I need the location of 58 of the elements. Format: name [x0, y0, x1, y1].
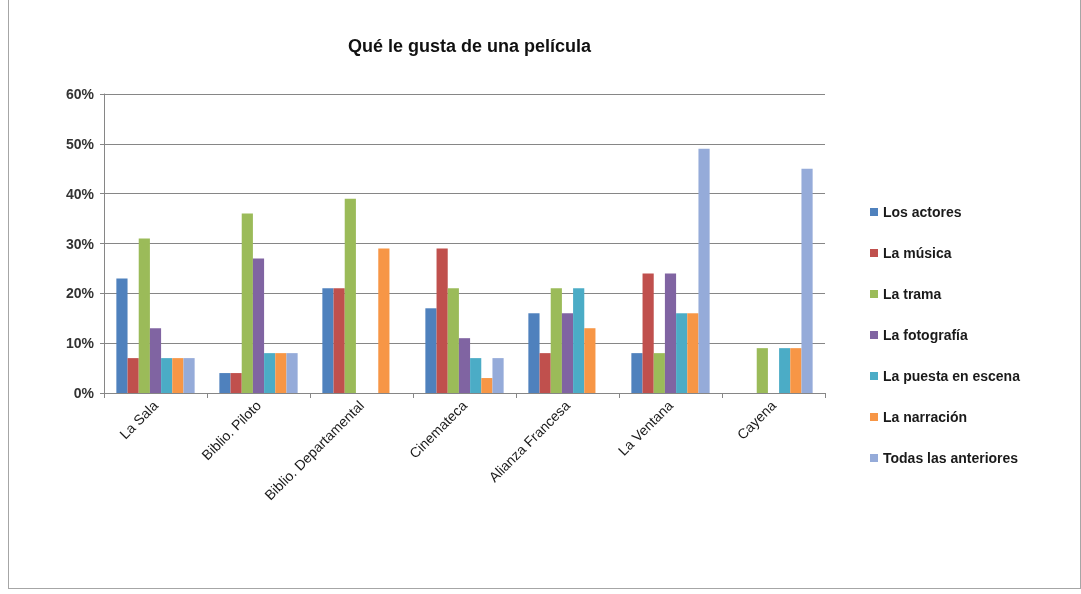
bar	[492, 358, 504, 393]
bar	[252, 258, 265, 393]
bar	[138, 238, 150, 393]
bar	[286, 353, 298, 393]
bar	[470, 358, 482, 393]
legend-label: La fotografía	[883, 327, 968, 343]
bar	[264, 353, 276, 393]
bar	[631, 353, 643, 393]
bar	[801, 168, 813, 393]
legend-label: Los actores	[883, 204, 962, 220]
bar	[573, 288, 585, 393]
bar	[458, 338, 471, 393]
bar	[378, 248, 390, 393]
y-tick-label: 10%	[65, 335, 95, 352]
bar	[664, 273, 677, 393]
y-tick-label: 60%	[65, 86, 95, 102]
bar	[241, 213, 253, 393]
bar	[584, 328, 596, 393]
bar	[149, 328, 162, 393]
bar	[172, 358, 184, 393]
bar	[219, 373, 231, 393]
legend-label: La narración	[883, 409, 968, 425]
bar	[790, 348, 802, 393]
y-tick-label: 40%	[65, 185, 95, 202]
legend-label: La puesta en escena	[883, 368, 1021, 384]
bar	[756, 348, 768, 393]
bar	[642, 273, 654, 393]
bar	[561, 313, 574, 393]
bar	[333, 288, 345, 393]
bar	[653, 353, 665, 393]
bar	[436, 248, 448, 393]
bar	[275, 353, 287, 393]
bar	[230, 373, 242, 393]
bar	[528, 313, 540, 393]
bar	[344, 198, 356, 393]
x-tick-label: La Sala	[116, 397, 162, 443]
bar	[183, 358, 195, 393]
y-tick-label: 30%	[65, 235, 95, 252]
bar	[447, 288, 459, 393]
bar	[687, 313, 699, 393]
bar	[779, 348, 791, 393]
bar	[116, 278, 128, 393]
bar	[539, 353, 551, 393]
legend-label: La trama	[883, 286, 942, 302]
bar	[425, 308, 437, 393]
bar	[322, 288, 334, 393]
bar	[481, 378, 493, 393]
bar	[161, 358, 173, 393]
bar	[127, 358, 139, 393]
legend-label: La música	[883, 245, 952, 261]
chart-title: Qué le gusta de una película	[347, 36, 593, 56]
y-tick-label: 0%	[73, 385, 95, 401]
y-tick-label: 20%	[65, 285, 95, 302]
bar	[550, 288, 562, 393]
y-tick-label: 50%	[65, 135, 95, 152]
bar	[676, 313, 688, 393]
legend-label: Todas las anteriores	[883, 450, 1019, 466]
bar	[698, 148, 710, 393]
